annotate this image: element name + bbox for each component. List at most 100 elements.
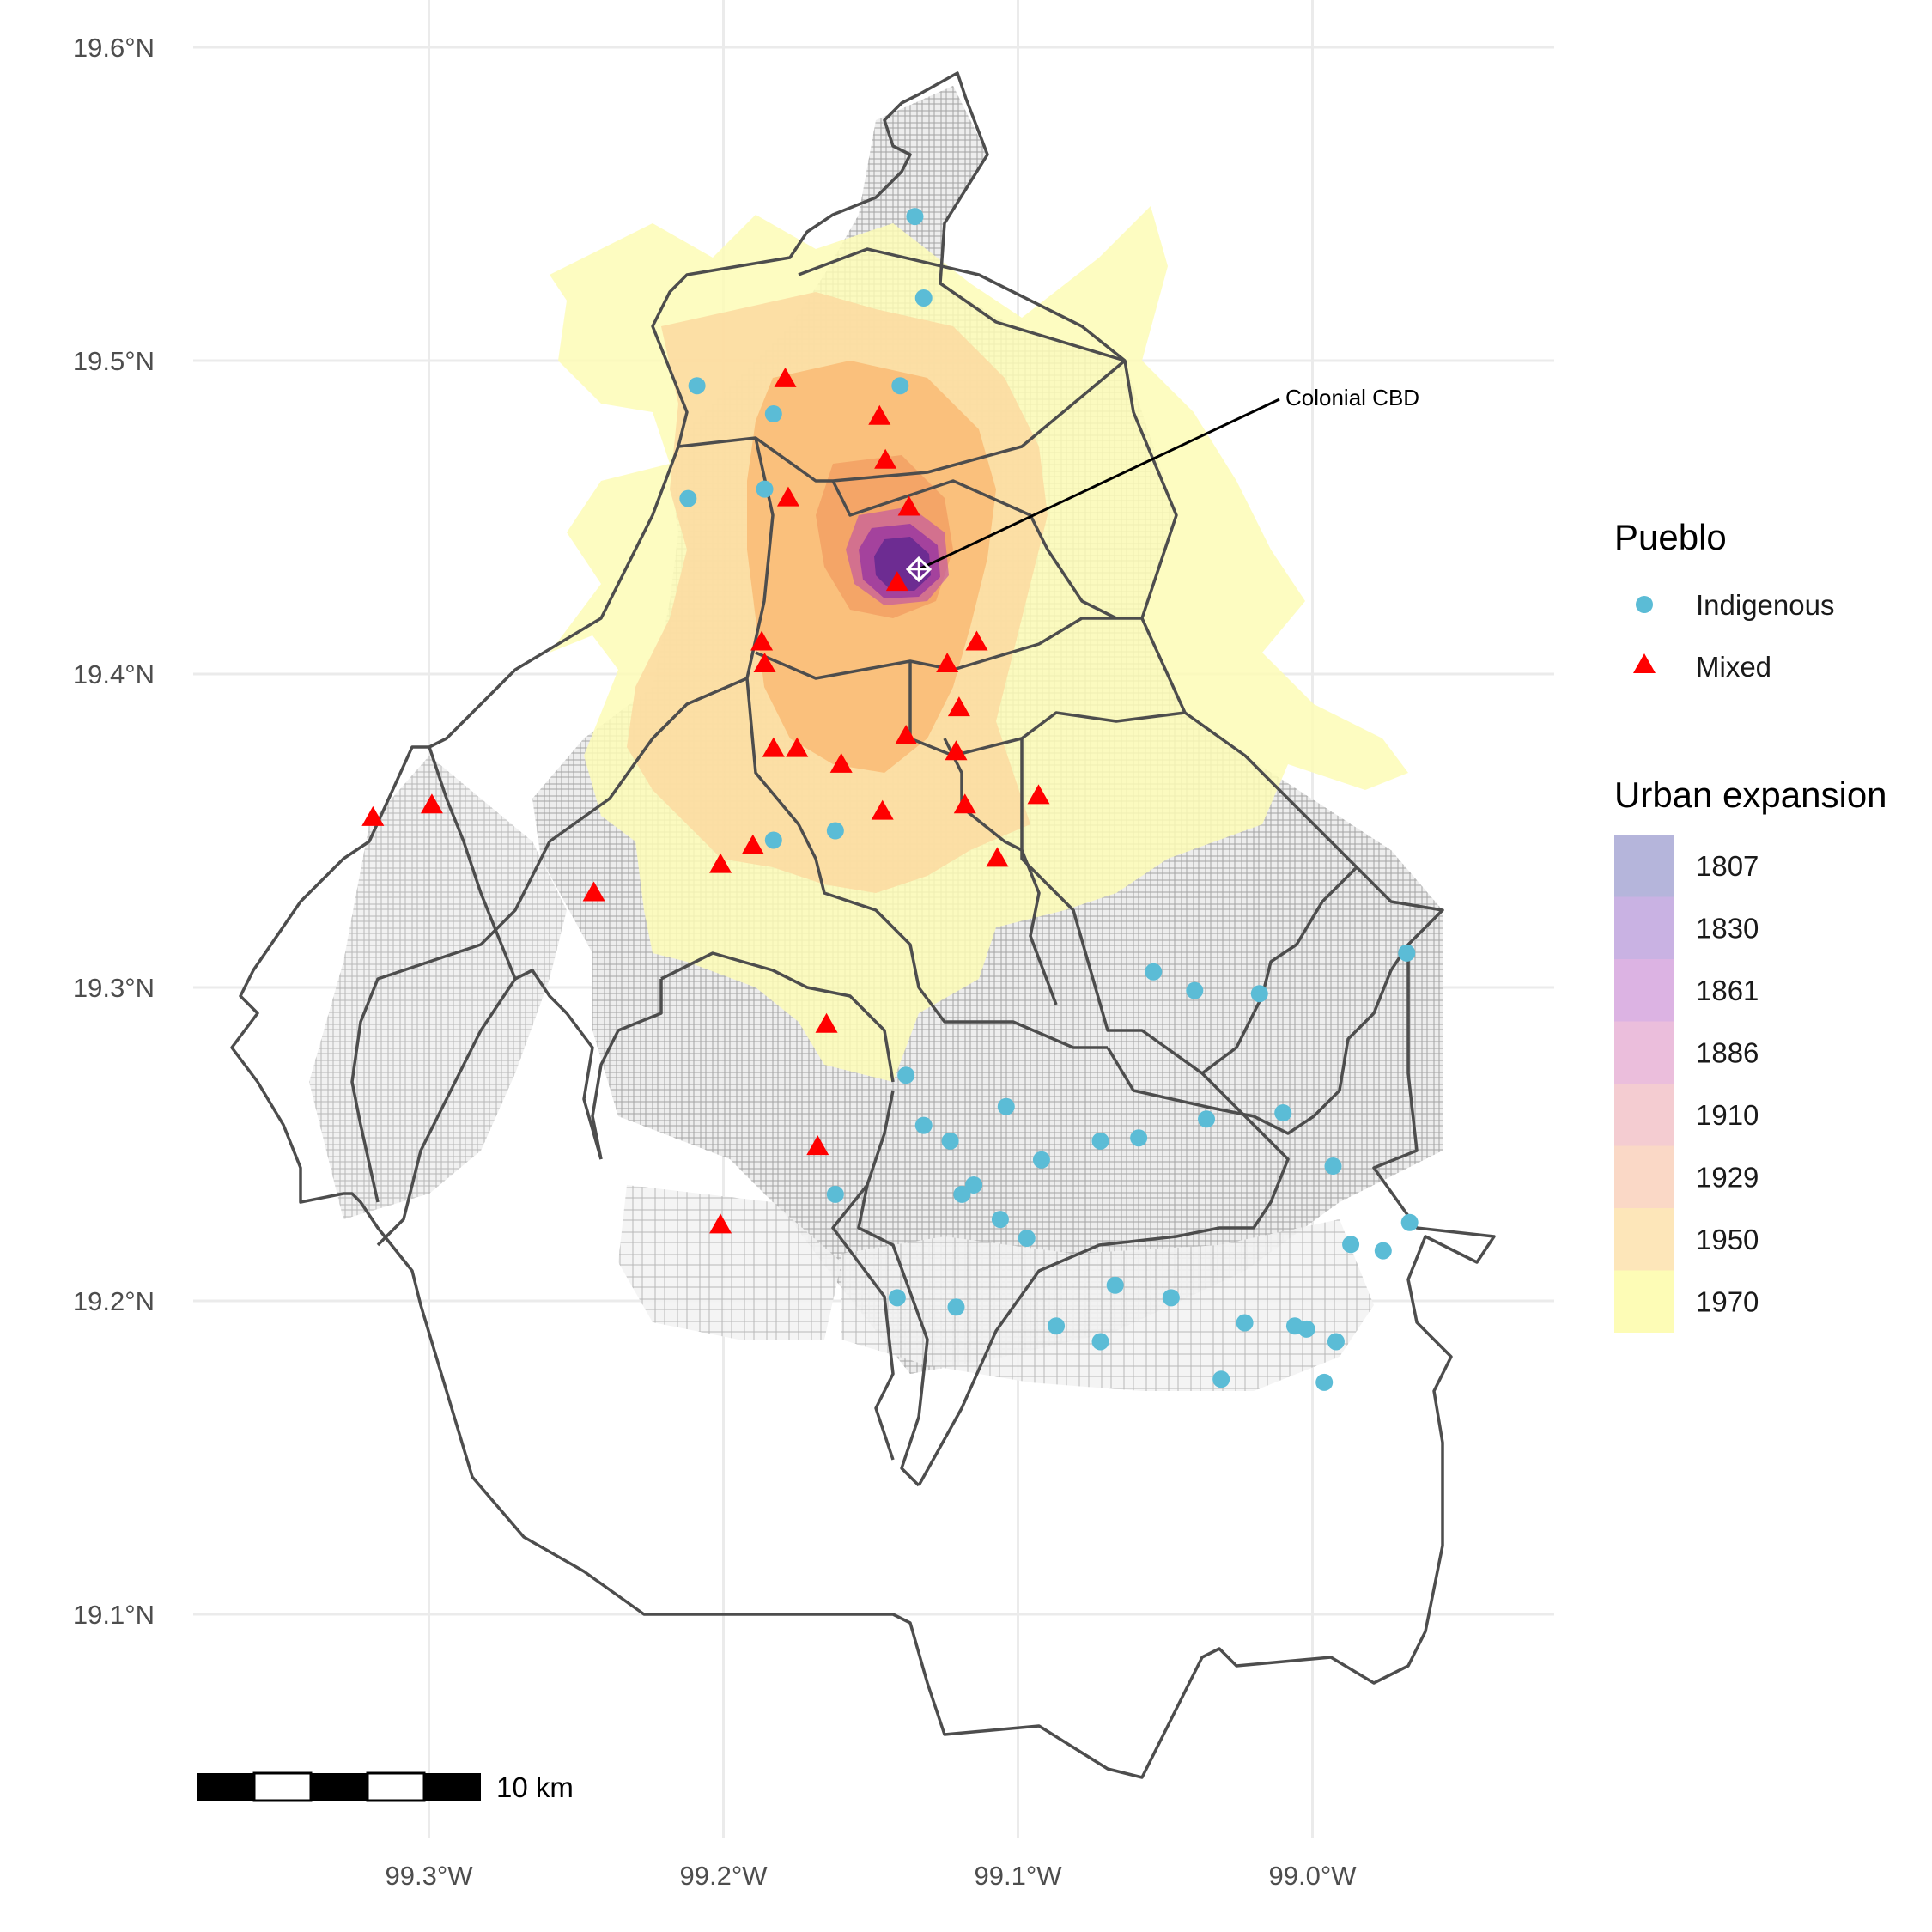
- border-inner-14: [660, 951, 895, 1083]
- scale-bar-label: 10 km: [496, 1771, 574, 1803]
- indigenous-pueblo-point: [891, 377, 909, 395]
- y-tick-label: 19.1°N: [73, 1600, 155, 1630]
- indigenous-pueblo-points: [679, 208, 1419, 1391]
- scale-bar: 10 km: [197, 1771, 574, 1803]
- mixed-pueblo-point: [895, 725, 918, 744]
- mixed-pueblo-point: [709, 853, 732, 873]
- mixed-pueblo-point: [885, 571, 908, 592]
- legend-urban-swatch-1929: [1614, 1145, 1674, 1208]
- indigenous-pueblo-point: [1091, 1333, 1109, 1351]
- colonial-cbd-label: Colonial CBD: [1285, 385, 1419, 410]
- border-inner-13: [831, 1183, 895, 1461]
- indigenous-pueblo-point: [1342, 1236, 1360, 1254]
- indigenous-pueblo-point: [1274, 1104, 1292, 1121]
- indigenous-pueblo-point: [897, 1066, 915, 1084]
- indigenous-pueblo-point: [941, 1132, 959, 1150]
- mixed-pueblo-point: [774, 367, 797, 387]
- indigenous-pueblo-point: [826, 1185, 844, 1203]
- legend-indigenous-swatch: [1636, 596, 1653, 613]
- border-inner-11: [857, 1090, 929, 1487]
- border-inner-1: [745, 437, 800, 826]
- y-tick-label: 19.2°N: [73, 1286, 155, 1316]
- legend-urban-label-1886: 1886: [1696, 1037, 1759, 1069]
- mixed-pueblo-point: [815, 1012, 838, 1033]
- mixed-pueblo-point: [868, 404, 891, 425]
- indigenous-pueblo-point: [1400, 1213, 1419, 1231]
- indigenous-pueblo-point: [1198, 1110, 1216, 1128]
- legend-urban-label-1910: 1910: [1696, 1099, 1759, 1131]
- city-outline: [230, 71, 1496, 1779]
- border-inner-2: [831, 479, 1117, 620]
- mixed-pueblo-point: [986, 847, 1009, 867]
- indigenous-pueblo-point: [1315, 1373, 1334, 1391]
- mixed-pueblo-point: [953, 793, 976, 814]
- legend-pueblo: Pueblo Indigenous Mixed: [1614, 517, 1834, 683]
- legend-urban-label-1807: 1807: [1696, 850, 1759, 882]
- mixed-pueblo-point: [582, 881, 605, 902]
- indigenous-pueblo-point: [947, 1298, 965, 1316]
- x-axis-ticks: 99.3°W 99.2°W 99.1°W 99.0°W: [386, 1861, 1358, 1891]
- mixed-pueblo-point: [762, 737, 785, 757]
- mixed-pueblo-point: [871, 799, 894, 820]
- border-inner-12: [917, 1140, 1290, 1486]
- indigenous-pueblo-point: [688, 377, 706, 395]
- legend-urban-label-1830: 1830: [1696, 913, 1759, 945]
- indigenous-pueblo-point: [826, 822, 844, 840]
- indigenous-pueblo-point: [1297, 1320, 1315, 1338]
- indigenous-pueblo-point: [679, 489, 697, 507]
- indigenous-pueblo-point: [1018, 1230, 1036, 1247]
- x-tick-label: 99.0°W: [1269, 1861, 1358, 1891]
- border-inner-6: [797, 823, 1108, 1049]
- y-axis-ticks: 19.6°N 19.5°N 19.4°N 19.3°N 19.2°N 19.1°N: [73, 33, 155, 1630]
- indigenous-pueblo-point: [914, 289, 933, 307]
- indigenous-pueblo-point: [1091, 1132, 1109, 1150]
- mixed-pueblo-point: [753, 653, 776, 673]
- x-tick-label: 99.3°W: [386, 1861, 474, 1891]
- indigenous-pueblo-point: [965, 1176, 983, 1194]
- mixed-pueblo-point: [965, 630, 988, 651]
- mixed-pueblo-point: [420, 793, 443, 814]
- indigenous-pueblo-point: [764, 831, 782, 849]
- border-north-1: [798, 247, 1127, 362]
- border-inner-7: [943, 738, 1058, 1005]
- legend-urban-title: Urban expansion: [1614, 775, 1887, 815]
- indigenous-pueblo-point: [1236, 1314, 1254, 1332]
- indigenous-pueblo-point: [756, 480, 774, 498]
- legend-urban-swatch-1970: [1614, 1270, 1674, 1333]
- borough-borders: [230, 71, 1496, 1779]
- indigenous-pueblo-point: [1186, 981, 1204, 999]
- mixed-pueblo-point: [361, 805, 385, 826]
- indigenous-pueblo-point: [1250, 985, 1268, 1003]
- legend-urban-label-1950: 1950: [1696, 1224, 1759, 1255]
- border-inner-10: [1106, 944, 1410, 1135]
- border-inner-19: [514, 969, 603, 1160]
- colonial-cbd-annotation: Colonial CBD: [905, 385, 1419, 583]
- border-inner-8: [1020, 738, 1273, 1144]
- legend-pueblo-title: Pueblo: [1614, 517, 1727, 557]
- y-tick-label: 19.5°N: [73, 346, 155, 376]
- mixed-pueblo-point: [936, 653, 959, 673]
- mixed-pueblo-point: [806, 1135, 829, 1156]
- legend-urban-swatch-1950: [1614, 1208, 1674, 1271]
- y-tick-label: 19.4°N: [73, 659, 155, 690]
- mixed-pueblo-point: [897, 495, 920, 516]
- x-tick-label: 99.1°W: [975, 1861, 1063, 1891]
- legend-indigenous-label: Indigenous: [1696, 589, 1834, 621]
- y-tick-label: 19.6°N: [73, 33, 155, 63]
- mixed-pueblo-point: [750, 630, 774, 651]
- indigenous-pueblo-point: [1032, 1151, 1050, 1169]
- mixed-pueblo-point: [829, 752, 853, 773]
- mixed-pueblo-points: [361, 367, 1050, 1234]
- border-inner-17: [428, 746, 517, 980]
- mixed-pueblo-point: [945, 740, 968, 761]
- x-tick-label: 99.2°W: [680, 1861, 769, 1891]
- indigenous-pueblo-point: [1374, 1242, 1392, 1260]
- legend-mixed-label: Mixed: [1696, 651, 1771, 683]
- legend-urban-label-1970: 1970: [1696, 1286, 1759, 1318]
- indigenous-pueblo-point: [1327, 1333, 1345, 1351]
- indigenous-pueblo-point: [1048, 1317, 1066, 1335]
- indigenous-pueblo-point: [1162, 1289, 1180, 1307]
- border-inner-15: [591, 979, 663, 1160]
- mixed-pueblo-point: [1027, 784, 1050, 805]
